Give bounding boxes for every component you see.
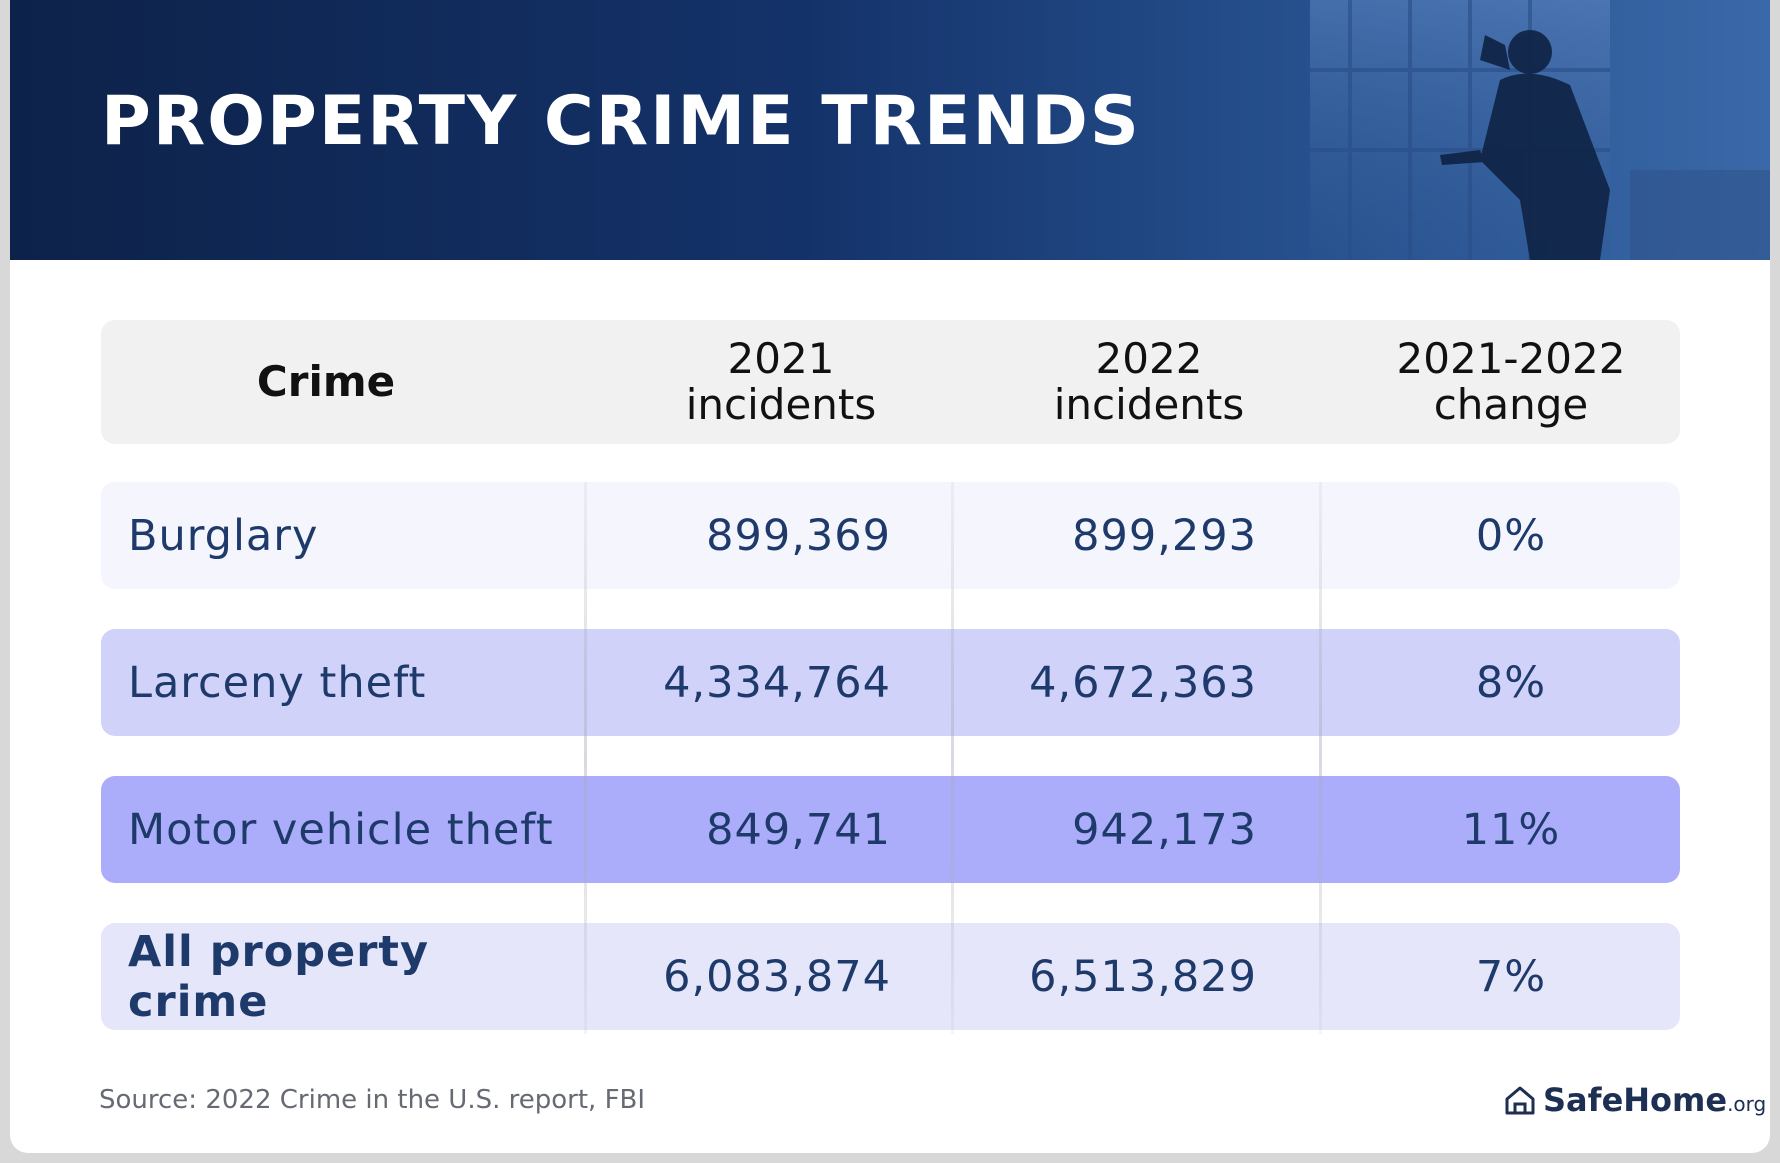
crime-name-cell: Larceny theft [128, 657, 427, 708]
crime-name-cell: All property crime [128, 926, 429, 1027]
column-divider [584, 482, 587, 1034]
title-banner: PROPERTY CRIME TRENDS [10, 0, 1770, 260]
crime-name-cell: Motor vehicle theft [128, 804, 554, 855]
house-icon [1505, 1086, 1535, 1115]
incidents-2022-cell: 4,672,363 [1029, 657, 1257, 708]
incidents-2021-cell: 849,741 [706, 804, 891, 855]
incidents-2022-cell: 6,513,829 [1029, 951, 1257, 1002]
source-note: Source: 2022 Crime in the U.S. report, F… [99, 1085, 646, 1115]
column-divider [951, 482, 954, 1034]
incidents-2022-cell: 942,173 [1072, 804, 1257, 855]
crime-name-cell: Burglary [128, 510, 319, 561]
column-divider [1319, 482, 1322, 1034]
change-cell: 0% [1475, 510, 1547, 561]
incidents-2021-cell: 899,369 [706, 510, 891, 561]
incidents-2021-cell: 4,334,764 [663, 657, 891, 708]
safehome-logo: SafeHome.org [1503, 1080, 1766, 1120]
change-cell: 8% [1475, 657, 1547, 708]
logo-text: SafeHome.org [1543, 1081, 1767, 1119]
table-row: Burglary 899,369 899,293 0% [101, 482, 1680, 589]
table-row: Larceny theft 4,334,764 4,672,363 8% [101, 629, 1680, 736]
page-title: PROPERTY CRIME TRENDS [101, 82, 1141, 161]
column-header-change: 2021-2022 change [1396, 333, 1626, 429]
incidents-2021-cell: 6,083,874 [663, 951, 891, 1002]
change-cell: 7% [1475, 951, 1547, 1002]
infographic-card: PROPERTY CRIME TRENDS Crime 2021 inciden… [10, 0, 1770, 1153]
column-header-2021: 2021 incidents [685, 333, 877, 429]
column-header-2022: 2022 incidents [1053, 333, 1245, 429]
table-row: All property crime 6,083,874 6,513,829 7% [101, 923, 1680, 1030]
change-cell: 11% [1461, 804, 1561, 855]
column-header-crime: Crime [256, 356, 396, 406]
table-row: Motor vehicle theft 849,741 942,173 11% [101, 776, 1680, 883]
table-header: Crime 2021 incidents 2022 incidents 2021… [101, 320, 1680, 444]
incidents-2022-cell: 899,293 [1072, 510, 1257, 561]
burglar-silhouette-icon [1310, 0, 1770, 260]
